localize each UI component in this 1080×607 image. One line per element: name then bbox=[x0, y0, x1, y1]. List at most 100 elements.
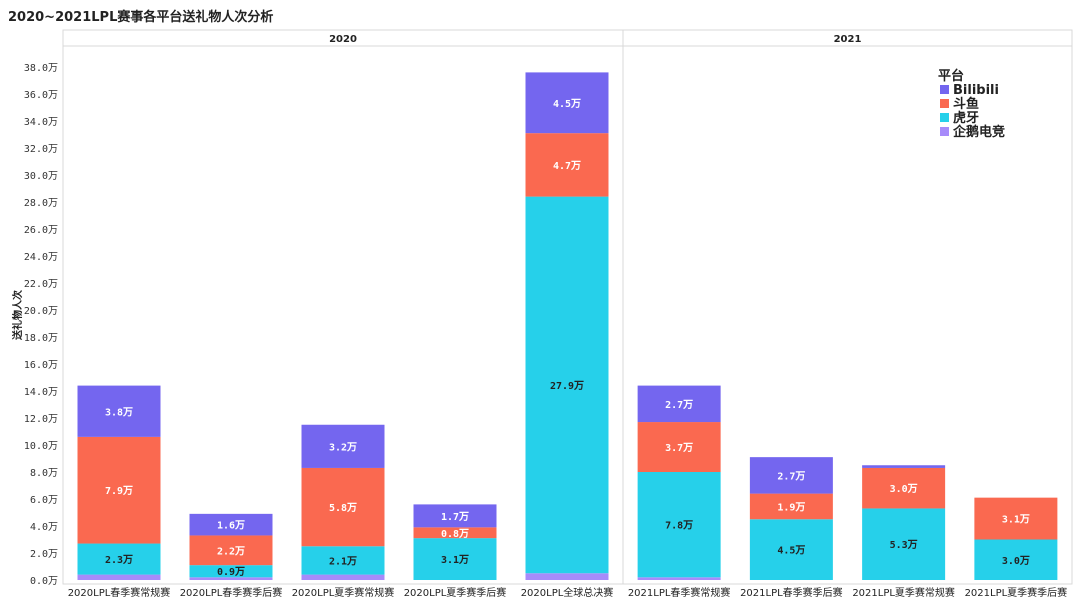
bar-segment bbox=[189, 535, 273, 566]
x-tick-label: 2020LPL夏季赛常规赛 bbox=[292, 586, 395, 599]
data-label: 4.7万 bbox=[553, 160, 581, 172]
bar-segment bbox=[749, 457, 833, 494]
bar-segment bbox=[189, 565, 273, 578]
legend-swatch bbox=[940, 85, 949, 94]
bar-segment bbox=[413, 527, 497, 539]
bar-segment bbox=[525, 196, 609, 574]
y-tick-label: 20.0万 bbox=[24, 306, 58, 317]
legend-swatch bbox=[940, 113, 949, 122]
bar-segment bbox=[413, 538, 497, 580]
y-tick-label: 26.0万 bbox=[24, 225, 58, 236]
legend-label: 企鹅电竞 bbox=[952, 124, 1005, 140]
y-tick-label: 28.0万 bbox=[24, 198, 58, 209]
y-tick-label: 10.0万 bbox=[24, 441, 58, 452]
x-tick-label: 2021LPL春季赛常规赛 bbox=[628, 586, 731, 599]
y-tick-label: 38.0万 bbox=[24, 63, 58, 74]
y-tick-label: 18.0万 bbox=[24, 333, 58, 344]
data-label: 2.1万 bbox=[329, 555, 357, 567]
data-label: 2.7万 bbox=[777, 470, 805, 482]
data-label: 1.9万 bbox=[777, 501, 805, 513]
data-label: 5.3万 bbox=[890, 539, 918, 551]
bar-segment bbox=[637, 385, 721, 423]
data-label: 7.8万 bbox=[665, 520, 693, 532]
y-tick-label: 16.0万 bbox=[24, 360, 58, 371]
data-label: 2.7万 bbox=[665, 399, 693, 411]
x-tick-label: 2020LPL全球总决赛 bbox=[521, 586, 614, 599]
x-tick-label: 2021LPL夏季赛常规赛 bbox=[852, 586, 955, 599]
data-label: 7.9万 bbox=[105, 485, 133, 497]
bar-segment bbox=[637, 422, 721, 472]
y-tick-label: 4.0万 bbox=[30, 522, 58, 533]
x-tick-label: 2021LPL夏季赛季后赛 bbox=[965, 586, 1068, 599]
data-label: 2.3万 bbox=[105, 554, 133, 566]
x-tick-label: 2020LPL夏季赛季后赛 bbox=[404, 586, 507, 599]
bar-segment bbox=[77, 436, 161, 544]
panel-frame bbox=[622, 29, 1073, 585]
data-label: 3.0万 bbox=[1002, 555, 1030, 567]
bar-segment bbox=[301, 467, 385, 547]
y-tick-label: 36.0万 bbox=[24, 90, 58, 101]
bar-segment bbox=[77, 574, 161, 580]
y-tick-label: 30.0万 bbox=[24, 171, 58, 182]
y-tick-label: 6.0万 bbox=[30, 495, 58, 506]
legend-title: 平台 bbox=[938, 68, 964, 84]
bar-segment bbox=[77, 543, 161, 575]
data-label: 3.1万 bbox=[441, 554, 469, 566]
y-tick-label: 0.0万 bbox=[30, 576, 58, 587]
legend-label: 斗鱼 bbox=[953, 96, 979, 112]
data-label: 3.1万 bbox=[1002, 514, 1030, 526]
bar-segment bbox=[413, 504, 497, 528]
data-label: 0.8万 bbox=[441, 528, 469, 540]
bar-segment bbox=[525, 133, 609, 197]
data-label: 27.9万 bbox=[550, 380, 584, 392]
bar-segment bbox=[77, 385, 161, 437]
y-tick-label: 8.0万 bbox=[30, 468, 58, 479]
chart-title: 2020~2021LPL赛事各平台送礼物人次分析 bbox=[8, 10, 274, 25]
data-label: 3.0万 bbox=[890, 483, 918, 495]
legend-label: 虎牙 bbox=[953, 110, 979, 126]
y-tick-label: 34.0万 bbox=[24, 117, 58, 128]
y-tick-label: 22.0万 bbox=[24, 279, 58, 290]
y-tick-label: 14.0万 bbox=[24, 387, 58, 398]
bar-segment bbox=[301, 424, 385, 468]
x-tick-label: 2021LPL春季赛季后赛 bbox=[740, 586, 843, 599]
legend-label: Bilibili bbox=[953, 83, 999, 98]
y-tick-label: 32.0万 bbox=[24, 144, 58, 155]
legend-swatch bbox=[940, 127, 949, 136]
bar-segment bbox=[862, 508, 946, 580]
legend-swatch bbox=[940, 99, 949, 108]
data-label: 3.2万 bbox=[329, 441, 357, 453]
data-label: 4.5万 bbox=[777, 545, 805, 557]
bar-segment bbox=[189, 577, 273, 580]
data-label: 1.6万 bbox=[217, 520, 245, 532]
bar-segment bbox=[862, 467, 946, 509]
data-label: 5.8万 bbox=[329, 502, 357, 514]
bar-segment bbox=[862, 465, 946, 468]
bar-segment bbox=[749, 493, 833, 520]
bar-segment bbox=[749, 519, 833, 580]
bar-segment bbox=[525, 573, 609, 580]
panel-title: 2020 bbox=[329, 34, 357, 45]
y-tick-label: 24.0万 bbox=[24, 252, 58, 263]
data-label: 4.5万 bbox=[553, 98, 581, 110]
data-label: 2.2万 bbox=[217, 545, 245, 557]
bar-segment bbox=[301, 574, 385, 580]
bar-segment bbox=[189, 513, 273, 536]
data-label: 0.9万 bbox=[217, 566, 245, 578]
x-tick-label: 2020LPL春季赛季后赛 bbox=[180, 586, 283, 599]
bar-segment bbox=[525, 72, 609, 134]
data-label: 1.7万 bbox=[441, 511, 469, 523]
data-label: 3.8万 bbox=[105, 406, 133, 418]
y-tick-label: 2.0万 bbox=[30, 549, 58, 560]
data-label: 3.7万 bbox=[665, 442, 693, 454]
bar-segment bbox=[974, 539, 1058, 580]
panel-title: 2021 bbox=[834, 34, 862, 45]
x-tick-label: 2020LPL春季赛常规赛 bbox=[68, 586, 171, 599]
bar-segment bbox=[301, 546, 385, 575]
y-axis-label: 送礼物人次 bbox=[11, 290, 24, 341]
bar-segment bbox=[974, 497, 1058, 540]
bar-segment bbox=[637, 577, 721, 580]
y-tick-label: 12.0万 bbox=[24, 414, 58, 425]
bar-segment bbox=[637, 472, 721, 578]
